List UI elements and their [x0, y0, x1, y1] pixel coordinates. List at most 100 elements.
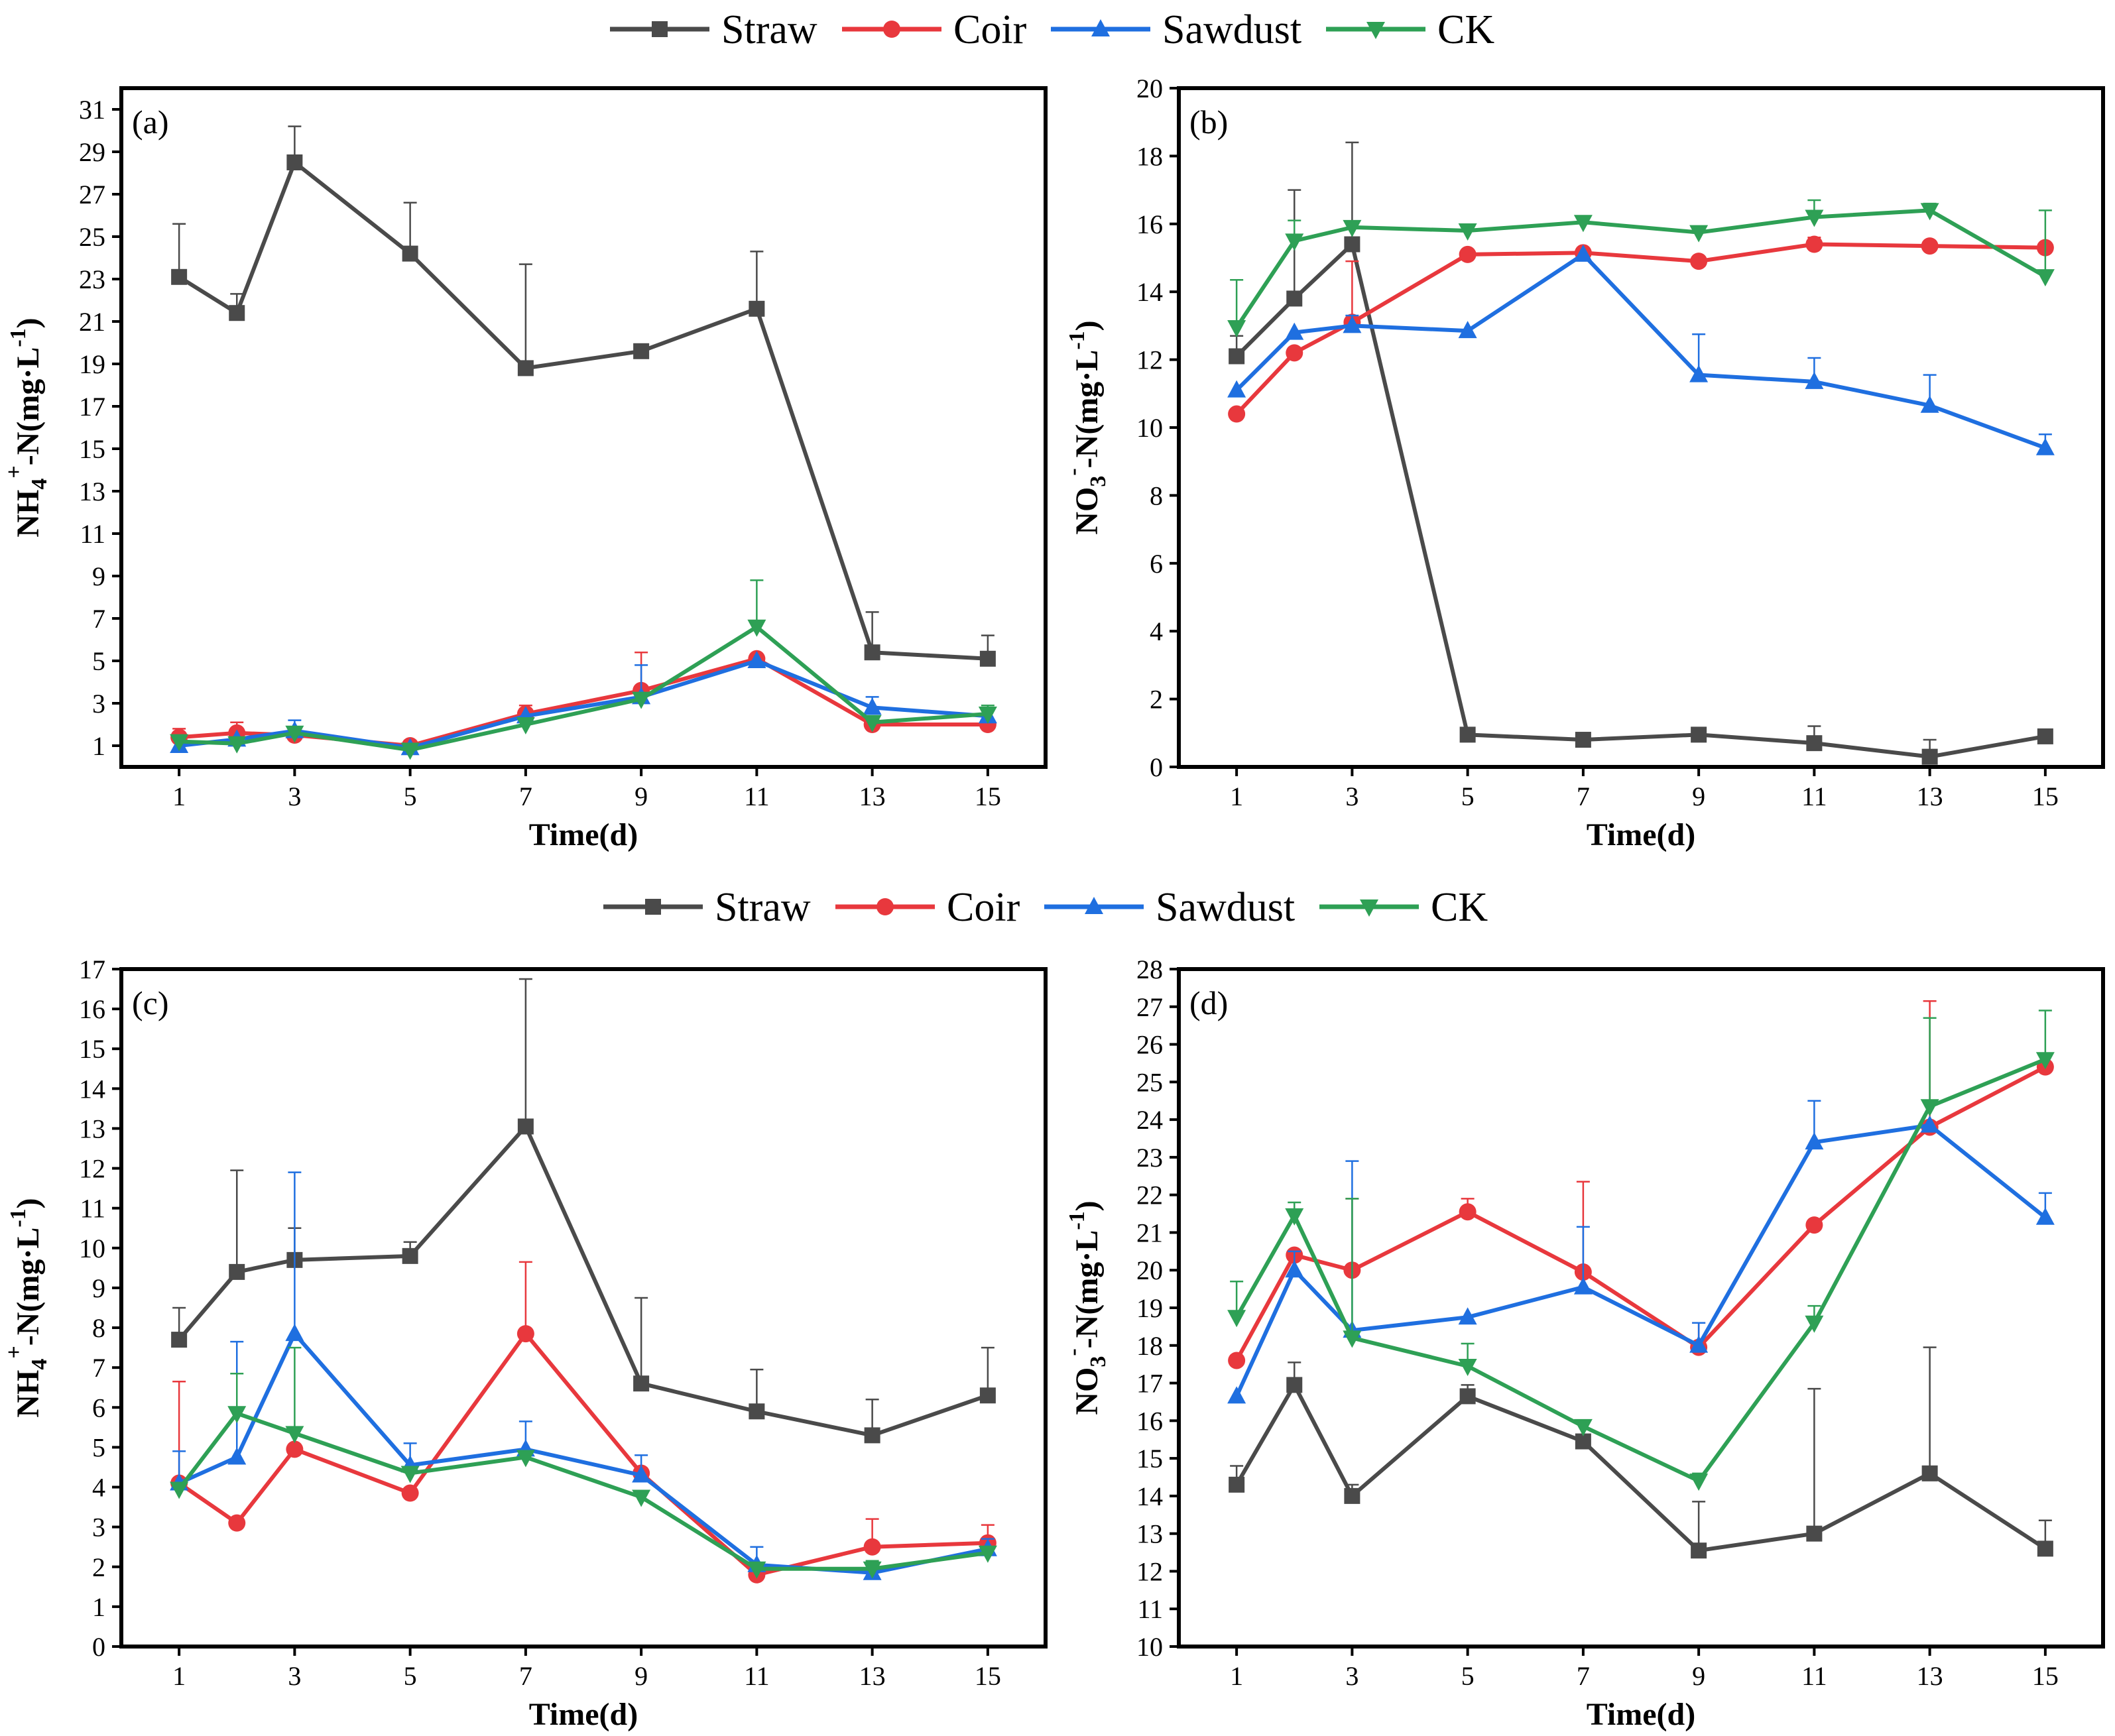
data-point-straw: [1229, 1476, 1245, 1493]
y-axis-title: NO3--N(mg·L-1): [1061, 320, 1111, 534]
data-point-straw: [1691, 1542, 1707, 1559]
x-axis-title: Time(d): [1587, 1697, 1695, 1732]
y-tick-label: 13: [79, 477, 105, 506]
data-point-straw: [1806, 735, 1823, 752]
series-ck: [170, 1346, 997, 1579]
y-tick-label: 29: [79, 137, 105, 167]
data-point-ck: [285, 1426, 304, 1444]
data-point-ck: [1920, 203, 1939, 221]
legend-marker-triangle-down: [1366, 22, 1385, 39]
data-point-straw: [171, 268, 188, 285]
data-point-straw: [229, 305, 245, 321]
y-title-base: NH: [11, 1370, 46, 1418]
y-title-sup: +: [2, 1346, 27, 1358]
y-title-unit-sup: -1: [1065, 1211, 1089, 1230]
y-tick-label: 14: [1136, 277, 1163, 307]
data-point-ck: [1805, 1315, 1824, 1333]
y-tick-label: 18: [1136, 141, 1163, 171]
series-line-sawdust: [1235, 252, 2046, 450]
data-point-straw: [749, 1403, 765, 1420]
data-point-ck: [978, 1545, 997, 1563]
y-tick-label: 26: [1136, 1030, 1163, 1060]
data-point-ck: [747, 1561, 766, 1579]
series-ck: [1227, 1010, 2055, 1491]
data-point-sawdust: [1285, 1260, 1304, 1278]
x-tick-label: 15: [975, 781, 1001, 811]
data-point-sawdust: [1343, 316, 1362, 333]
y-tick-label: 4: [1150, 616, 1163, 646]
y-tick-label: 11: [80, 1194, 105, 1224]
series-ck: [170, 579, 997, 760]
data-point-ck: [1285, 1208, 1304, 1226]
data-point-ck: [632, 691, 651, 709]
x-tick-label: 1: [1230, 1661, 1243, 1691]
y-title-base: NO: [1069, 487, 1105, 535]
x-tick-label: 9: [634, 1661, 648, 1691]
x-tick-label: 11: [1801, 1661, 1827, 1691]
legend-marker-triangle-down: [1360, 899, 1378, 917]
data-point-sawdust: [1573, 1277, 1593, 1295]
y-tick-label: 1: [92, 1592, 105, 1622]
panel-label: (c): [132, 984, 169, 1021]
legend-item-ck: CK: [1319, 885, 1488, 930]
y-tick-label: 15: [79, 434, 105, 464]
series-straw: [1229, 141, 2053, 765]
y-tick-label: 16: [1136, 1406, 1163, 1436]
data-point-coir: [863, 1538, 881, 1556]
y-axis-title: NH4+-N(mg·L-1): [2, 318, 52, 537]
y-tick-label: 18: [1136, 1331, 1163, 1361]
legend-bottom: Straw Coir Sawdust CK: [603, 885, 1488, 930]
data-point-ck: [1343, 219, 1362, 237]
series-sawdust: [1227, 244, 2055, 455]
legend-label: Straw: [715, 885, 811, 930]
data-point-straw: [517, 1118, 534, 1135]
data-point-straw: [2037, 1540, 2053, 1557]
y-tick-label: 7: [92, 1353, 105, 1383]
series-line-sawdust: [1235, 1123, 2047, 1397]
data-point-ck: [2035, 269, 2055, 287]
y-tick-label: 16: [1136, 209, 1163, 239]
y-tick-label: 4: [92, 1473, 105, 1503]
plot-frame: [119, 86, 1048, 769]
legend-top: Straw Coir Sawdust CK: [610, 7, 1494, 52]
y-title-close: ): [11, 1198, 46, 1208]
data-point-sawdust: [227, 1447, 247, 1465]
series-straw: [171, 125, 996, 667]
data-point-coir: [1921, 237, 1939, 255]
data-point-ck: [863, 715, 882, 732]
x-tick-label: 3: [1345, 1661, 1359, 1691]
data-point-sawdust: [1573, 244, 1593, 262]
data-point-coir: [1228, 1352, 1246, 1369]
y-title-rest: -N(mg·L: [1069, 350, 1105, 469]
data-point-coir: [516, 1325, 534, 1343]
y-tick-label: 23: [1136, 1143, 1163, 1173]
y-tick-label: 2: [92, 1552, 105, 1582]
series-coir: [170, 1261, 997, 1584]
data-point-sawdust: [1920, 1115, 1939, 1133]
data-point-straw: [171, 1332, 188, 1348]
legend-marker-square: [645, 899, 661, 915]
y-tick-label: 8: [1150, 481, 1163, 510]
data-point-sawdust: [1285, 322, 1304, 340]
x-tick-label: 11: [1801, 781, 1827, 811]
data-point-straw: [979, 1387, 996, 1404]
y-tick-label: 6: [1150, 549, 1163, 579]
x-tick-label: 5: [1461, 781, 1475, 811]
x-axis-title: Time(d): [529, 1697, 638, 1732]
x-tick-label: 13: [859, 1661, 886, 1691]
legend-item-ck: CK: [1326, 7, 1494, 52]
series-straw: [1229, 1346, 2053, 1559]
y-tick-label: 7: [92, 604, 105, 634]
y-tick-label: 20: [1136, 1255, 1163, 1285]
data-point-ck: [1458, 1359, 1477, 1377]
legend-item-straw: Straw: [610, 7, 817, 52]
x-tick-label: 7: [519, 781, 532, 811]
x-tick-label: 7: [519, 1661, 532, 1691]
data-point-sawdust: [285, 1324, 304, 1342]
y-title-unit-sup: -1: [1065, 331, 1089, 349]
x-tick-label: 1: [1230, 781, 1243, 811]
